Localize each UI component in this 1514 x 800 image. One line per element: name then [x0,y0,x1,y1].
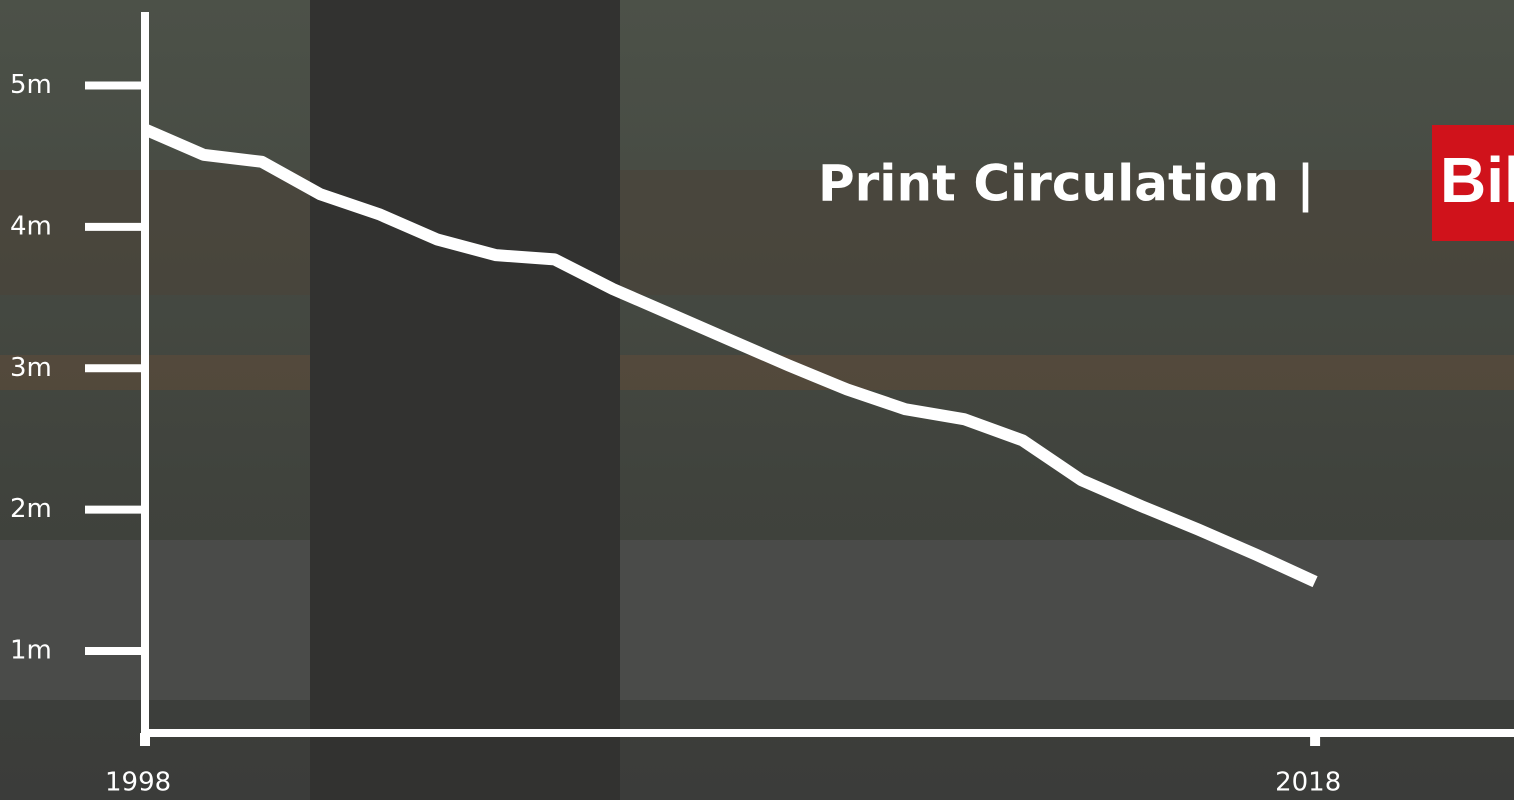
pillar [310,0,620,800]
x-tick-label: 1998 [105,768,171,798]
y-tick-label: 4m [10,211,52,241]
floor [0,540,1514,700]
bench-back [0,170,1514,295]
logo: Bild [1440,144,1514,216]
y-tick-label: 1m [10,636,52,666]
y-tick-label: 2m [10,494,52,524]
line [142,123,1318,588]
x-tick-label: 2018 [1275,768,1341,798]
y-tick-label: 3m [10,353,52,383]
bench-seat [0,355,1514,390]
y-tick-label: 5m [10,70,52,100]
chart-title: Print Circulation | [818,155,1315,213]
logo-box [1432,125,1514,241]
